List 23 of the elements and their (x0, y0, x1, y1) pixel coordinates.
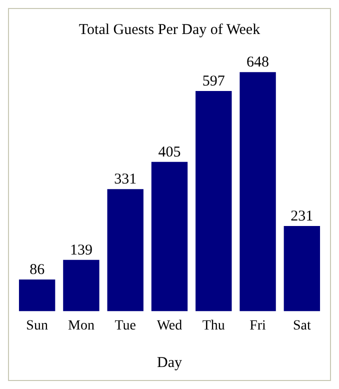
bar (196, 90, 232, 312)
bar (151, 162, 188, 312)
data-label: 597 (202, 73, 226, 90)
x-tick-label: Wed (156, 318, 182, 334)
data-label: 139 (70, 242, 92, 258)
x-tick-label: Sun (26, 318, 48, 334)
x-tick-label: Tue (114, 318, 136, 334)
data-label: 331 (114, 172, 137, 188)
chart-title: Total Guests Per Day of Week (78, 22, 261, 38)
x-axis-title: Day (157, 354, 182, 371)
bar (107, 189, 144, 312)
x-tick-label: Mon (68, 318, 94, 334)
data-label: 231 (290, 208, 314, 224)
bar (284, 226, 320, 312)
data-label: 405 (158, 144, 181, 160)
bar (63, 260, 100, 312)
bar (240, 72, 276, 312)
x-tick-label: Thu (202, 318, 225, 334)
bar (18, 279, 56, 312)
data-label: 86 (30, 262, 46, 278)
x-tick-label: Fri (250, 318, 266, 334)
data-label: 648 (246, 54, 270, 71)
x-tick-label: Sat (292, 318, 311, 334)
